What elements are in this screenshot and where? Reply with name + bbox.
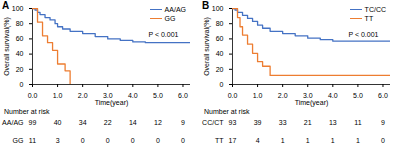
svg-text:3.0: 3.0 [302,92,313,100]
svg-text:5.0: 5.0 [353,92,363,99]
svg-text:100: 100 [12,5,24,12]
svg-text:99: 99 [29,119,37,126]
svg-text:40: 40 [16,50,24,57]
svg-text:4.0: 4.0 [128,92,138,99]
html-text:B: B [202,0,210,11]
svg-text:0: 0 [156,137,160,144]
svg-text:GG: GG [13,137,24,144]
html-text:TC/CC: TC/CC [364,6,386,13]
html-text:GG: GG [164,15,176,22]
svg-text:9: 9 [381,119,385,126]
svg-text:40: 40 [54,119,62,126]
svg-text:1: 1 [356,137,360,144]
svg-text:6.0: 6.0 [178,92,188,99]
svg-text:21: 21 [304,119,312,126]
svg-text:Time(year): Time(year) [295,99,329,107]
svg-text:60: 60 [16,35,24,42]
svg-text:0.0: 0.0 [28,92,38,99]
svg-text:P < 0.001: P < 0.001 [148,31,178,38]
svg-text:0: 0 [106,137,110,144]
svg-text:39: 39 [254,119,262,126]
svg-text:CC/CT: CC/CT [202,119,224,126]
svg-text:11: 11 [29,137,36,144]
svg-text:4.0: 4.0 [328,92,338,99]
svg-text:93: 93 [229,119,237,126]
html-text:A: A [2,0,10,11]
svg-text:80: 80 [216,20,224,27]
svg-text:22: 22 [104,119,112,126]
svg-text:3: 3 [56,137,60,144]
svg-text:1.0: 1.0 [253,92,263,99]
svg-text:0.0: 0.0 [228,92,238,99]
svg-text:1: 1 [281,137,285,144]
svg-text:AA/AG: AA/AG [2,119,23,126]
html-text:TT: TT [364,15,374,22]
svg-text:0: 0 [81,137,85,144]
svg-text:11: 11 [354,119,361,126]
svg-text:100: 100 [212,5,224,12]
svg-text:17: 17 [229,137,237,144]
svg-text:2.0: 2.0 [278,92,288,99]
svg-text:20: 20 [216,66,224,73]
svg-text:5.0: 5.0 [153,92,163,99]
svg-text:33: 33 [279,119,287,126]
svg-text:Overall survival(%): Overall survival(%) [203,17,211,76]
svg-text:60: 60 [216,35,224,42]
svg-text:0: 0 [220,81,224,88]
svg-text:Time(year): Time(year) [95,99,129,107]
svg-text:3.0: 3.0 [102,92,113,100]
svg-text:P < 0.001: P < 0.001 [348,31,378,38]
svg-text:9: 9 [181,119,185,126]
svg-text:1.0: 1.0 [53,92,63,99]
svg-text:0: 0 [20,81,24,88]
svg-text:12: 12 [154,119,162,126]
svg-text:13: 13 [329,119,337,126]
svg-text:80: 80 [16,20,24,27]
svg-text:34: 34 [79,119,87,126]
svg-text:0: 0 [181,137,185,144]
svg-text:0: 0 [381,137,385,144]
svg-text:Overall survival(%): Overall survival(%) [3,17,11,76]
svg-text:40: 40 [216,50,224,57]
svg-text:1: 1 [306,137,310,144]
html-text:Number at risk: Number at risk [4,108,50,115]
svg-text:4: 4 [256,137,260,144]
svg-text:14: 14 [129,119,137,126]
svg-text:6.0: 6.0 [378,92,388,99]
svg-text:TT: TT [215,137,224,144]
svg-text:2.0: 2.0 [78,92,88,99]
svg-text:0: 0 [131,137,135,144]
html-text:AA/AG: AA/AG [164,6,186,13]
svg-text:1: 1 [331,137,335,144]
svg-text:20: 20 [16,66,24,73]
html-text:Number at risk: Number at risk [204,108,250,115]
